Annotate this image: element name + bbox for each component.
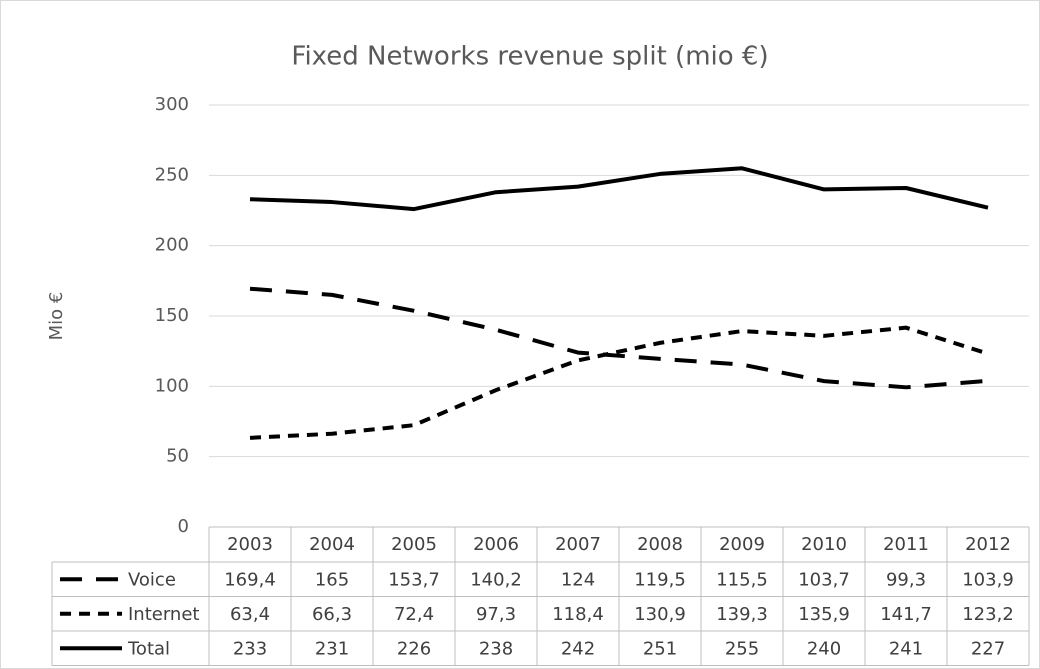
x-tick-label: 2011 [883, 534, 929, 555]
legend-label: Internet [128, 604, 199, 625]
series-line [249, 286, 989, 390]
x-tick-label: 2005 [391, 534, 437, 555]
y-tick-label: 300 [155, 94, 189, 115]
table-value: 241 [889, 638, 923, 659]
table-value: 139,3 [716, 604, 768, 625]
y-tick-label: 50 [166, 446, 189, 467]
table-value: 242 [561, 638, 595, 659]
y-tick-label: 100 [155, 375, 189, 396]
chart-title: Fixed Networks revenue split (mio €) [291, 42, 768, 72]
table-value: 141,7 [880, 604, 932, 625]
table-value: 124 [561, 569, 595, 590]
table-value: 99,3 [886, 569, 926, 590]
table-value: 226 [397, 638, 431, 659]
x-tick-label: 2008 [637, 534, 683, 555]
y-tick-label: 200 [155, 235, 189, 256]
table-value: 231 [315, 638, 349, 659]
series-line [249, 166, 989, 212]
legend-label: Voice [128, 569, 176, 590]
table-value: 169,4 [224, 569, 276, 590]
y-tick-label: 150 [155, 305, 189, 326]
table-value: 251 [643, 638, 677, 659]
table-value: 238 [479, 638, 513, 659]
table-value: 63,4 [230, 604, 270, 625]
y-tick-label: 250 [155, 164, 189, 185]
table-value: 140,2 [470, 569, 522, 590]
table-value: 115,5 [716, 569, 768, 590]
x-tick-label: 2006 [473, 534, 519, 555]
x-tick-label: 2003 [227, 534, 273, 555]
table-value: 66,3 [312, 604, 352, 625]
x-tick-label: 2004 [309, 534, 355, 555]
table-value: 135,9 [798, 604, 850, 625]
x-tick-label: 2009 [719, 534, 765, 555]
table-value: 233 [233, 638, 267, 659]
table-value: 165 [315, 569, 349, 590]
legend-label: Total [127, 638, 170, 659]
table-value: 118,4 [552, 604, 604, 625]
table-value: 103,9 [962, 569, 1014, 590]
series-line [249, 325, 989, 440]
table-value: 103,7 [798, 569, 850, 590]
table-value: 97,3 [476, 604, 516, 625]
y-tick-label: 0 [178, 516, 189, 537]
table-value: 123,2 [962, 604, 1014, 625]
table-value: 240 [807, 638, 841, 659]
x-tick-label: 2007 [555, 534, 601, 555]
table-value: 153,7 [388, 569, 440, 590]
table-value: 255 [725, 638, 759, 659]
table-value: 130,9 [634, 604, 686, 625]
x-tick-label: 2012 [965, 534, 1011, 555]
x-tick-label: 2010 [801, 534, 847, 555]
y-axis-label: Mio € [46, 292, 67, 341]
table-value: 72,4 [394, 604, 434, 625]
table-value: 227 [971, 638, 1005, 659]
table-value: 119,5 [634, 569, 686, 590]
